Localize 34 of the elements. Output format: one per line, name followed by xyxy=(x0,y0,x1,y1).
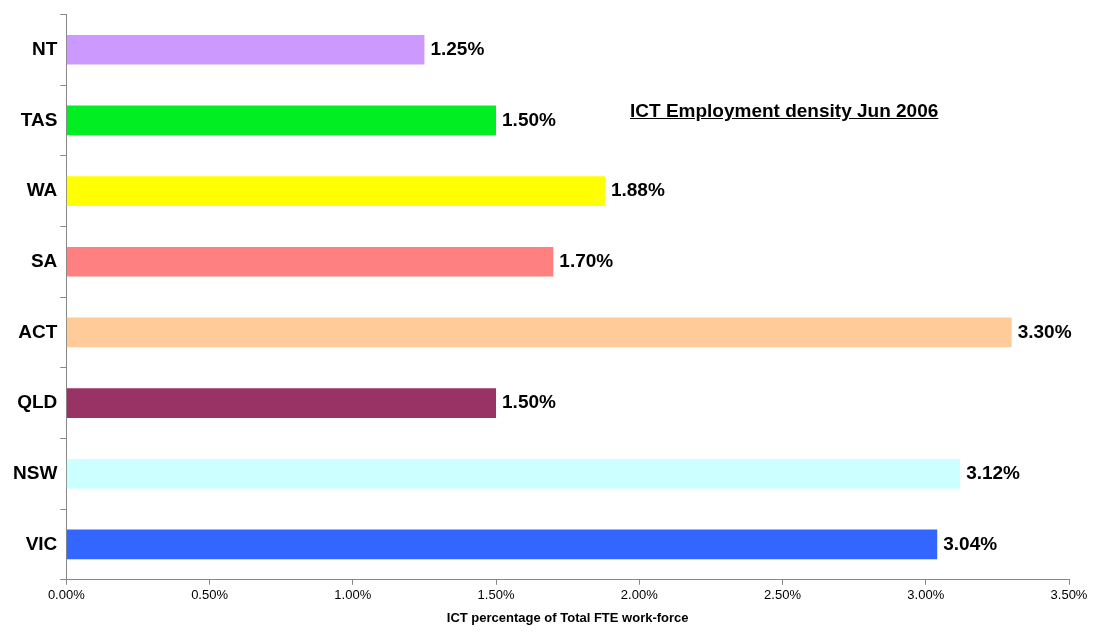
bar xyxy=(66,458,961,489)
x-tick-label: 2.00% xyxy=(620,587,659,603)
x-tick-label: 2.50% xyxy=(764,587,802,603)
bar xyxy=(66,388,497,418)
data-label: 1.50% xyxy=(502,391,557,413)
data-label: 1.50% xyxy=(502,108,557,130)
data-label: 1.70% xyxy=(559,250,614,271)
y-tick-label: ACT xyxy=(18,320,58,342)
x-axis-title: ICT percentage of Total FTE work-force xyxy=(446,609,689,625)
bar xyxy=(66,105,497,136)
x-tick-label: 0.50% xyxy=(191,587,229,603)
y-tick-label: NT xyxy=(32,37,58,59)
y-tick-label: NSW xyxy=(13,462,58,484)
y-tick-label: SA xyxy=(30,250,58,271)
y-tick-label: QLD xyxy=(17,391,58,413)
y-tick-label: TAS xyxy=(20,108,58,130)
bar xyxy=(66,529,938,560)
data-label: 3.04% xyxy=(943,532,998,554)
y-tick-label: VIC xyxy=(25,532,58,554)
data-label: 1.25% xyxy=(430,37,485,59)
data-label: 1.88% xyxy=(610,179,665,201)
bar xyxy=(66,34,425,65)
data-label: 3.30% xyxy=(1017,320,1072,342)
x-tick-label: 1.00% xyxy=(334,587,372,603)
x-tick-label: 3.00% xyxy=(907,587,945,603)
y-tick-label: WA xyxy=(26,179,58,201)
x-tick-label: 1.50% xyxy=(477,587,515,603)
bar xyxy=(66,176,605,206)
bar xyxy=(66,246,554,277)
data-label: 3.12% xyxy=(966,462,1021,484)
bar xyxy=(66,317,1012,348)
text: ICT Employment density Jun 2006 xyxy=(630,100,939,122)
x-tick-label: 3.50% xyxy=(1050,587,1088,603)
x-tick-label: 0.00% xyxy=(47,587,86,603)
